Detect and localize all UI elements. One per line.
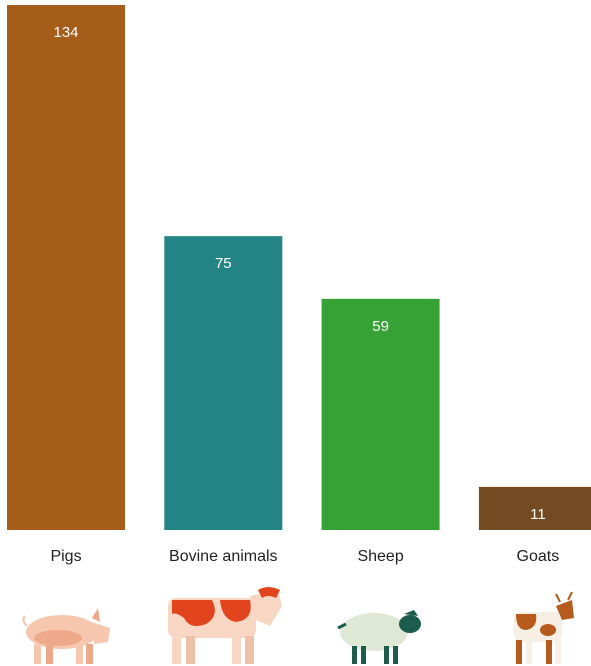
goat-icon	[514, 591, 574, 664]
bar	[478, 486, 591, 530]
bar	[164, 236, 283, 530]
value-label: 11	[530, 506, 546, 523]
x-tick-label: Goats	[517, 548, 560, 565]
value-label: 134	[53, 24, 78, 41]
bar	[7, 5, 125, 530]
value-label: 59	[372, 318, 389, 335]
sheep-icon	[337, 610, 421, 664]
icons	[22, 587, 574, 664]
bar	[321, 298, 440, 530]
x-tick-label: Bovine animals	[169, 548, 278, 565]
x-tick-label: Pigs	[50, 548, 81, 565]
value-label: 75	[215, 255, 232, 272]
pig-icon	[22, 608, 110, 664]
x-tick-label: Sheep	[357, 548, 403, 565]
cow-icon	[168, 587, 282, 664]
